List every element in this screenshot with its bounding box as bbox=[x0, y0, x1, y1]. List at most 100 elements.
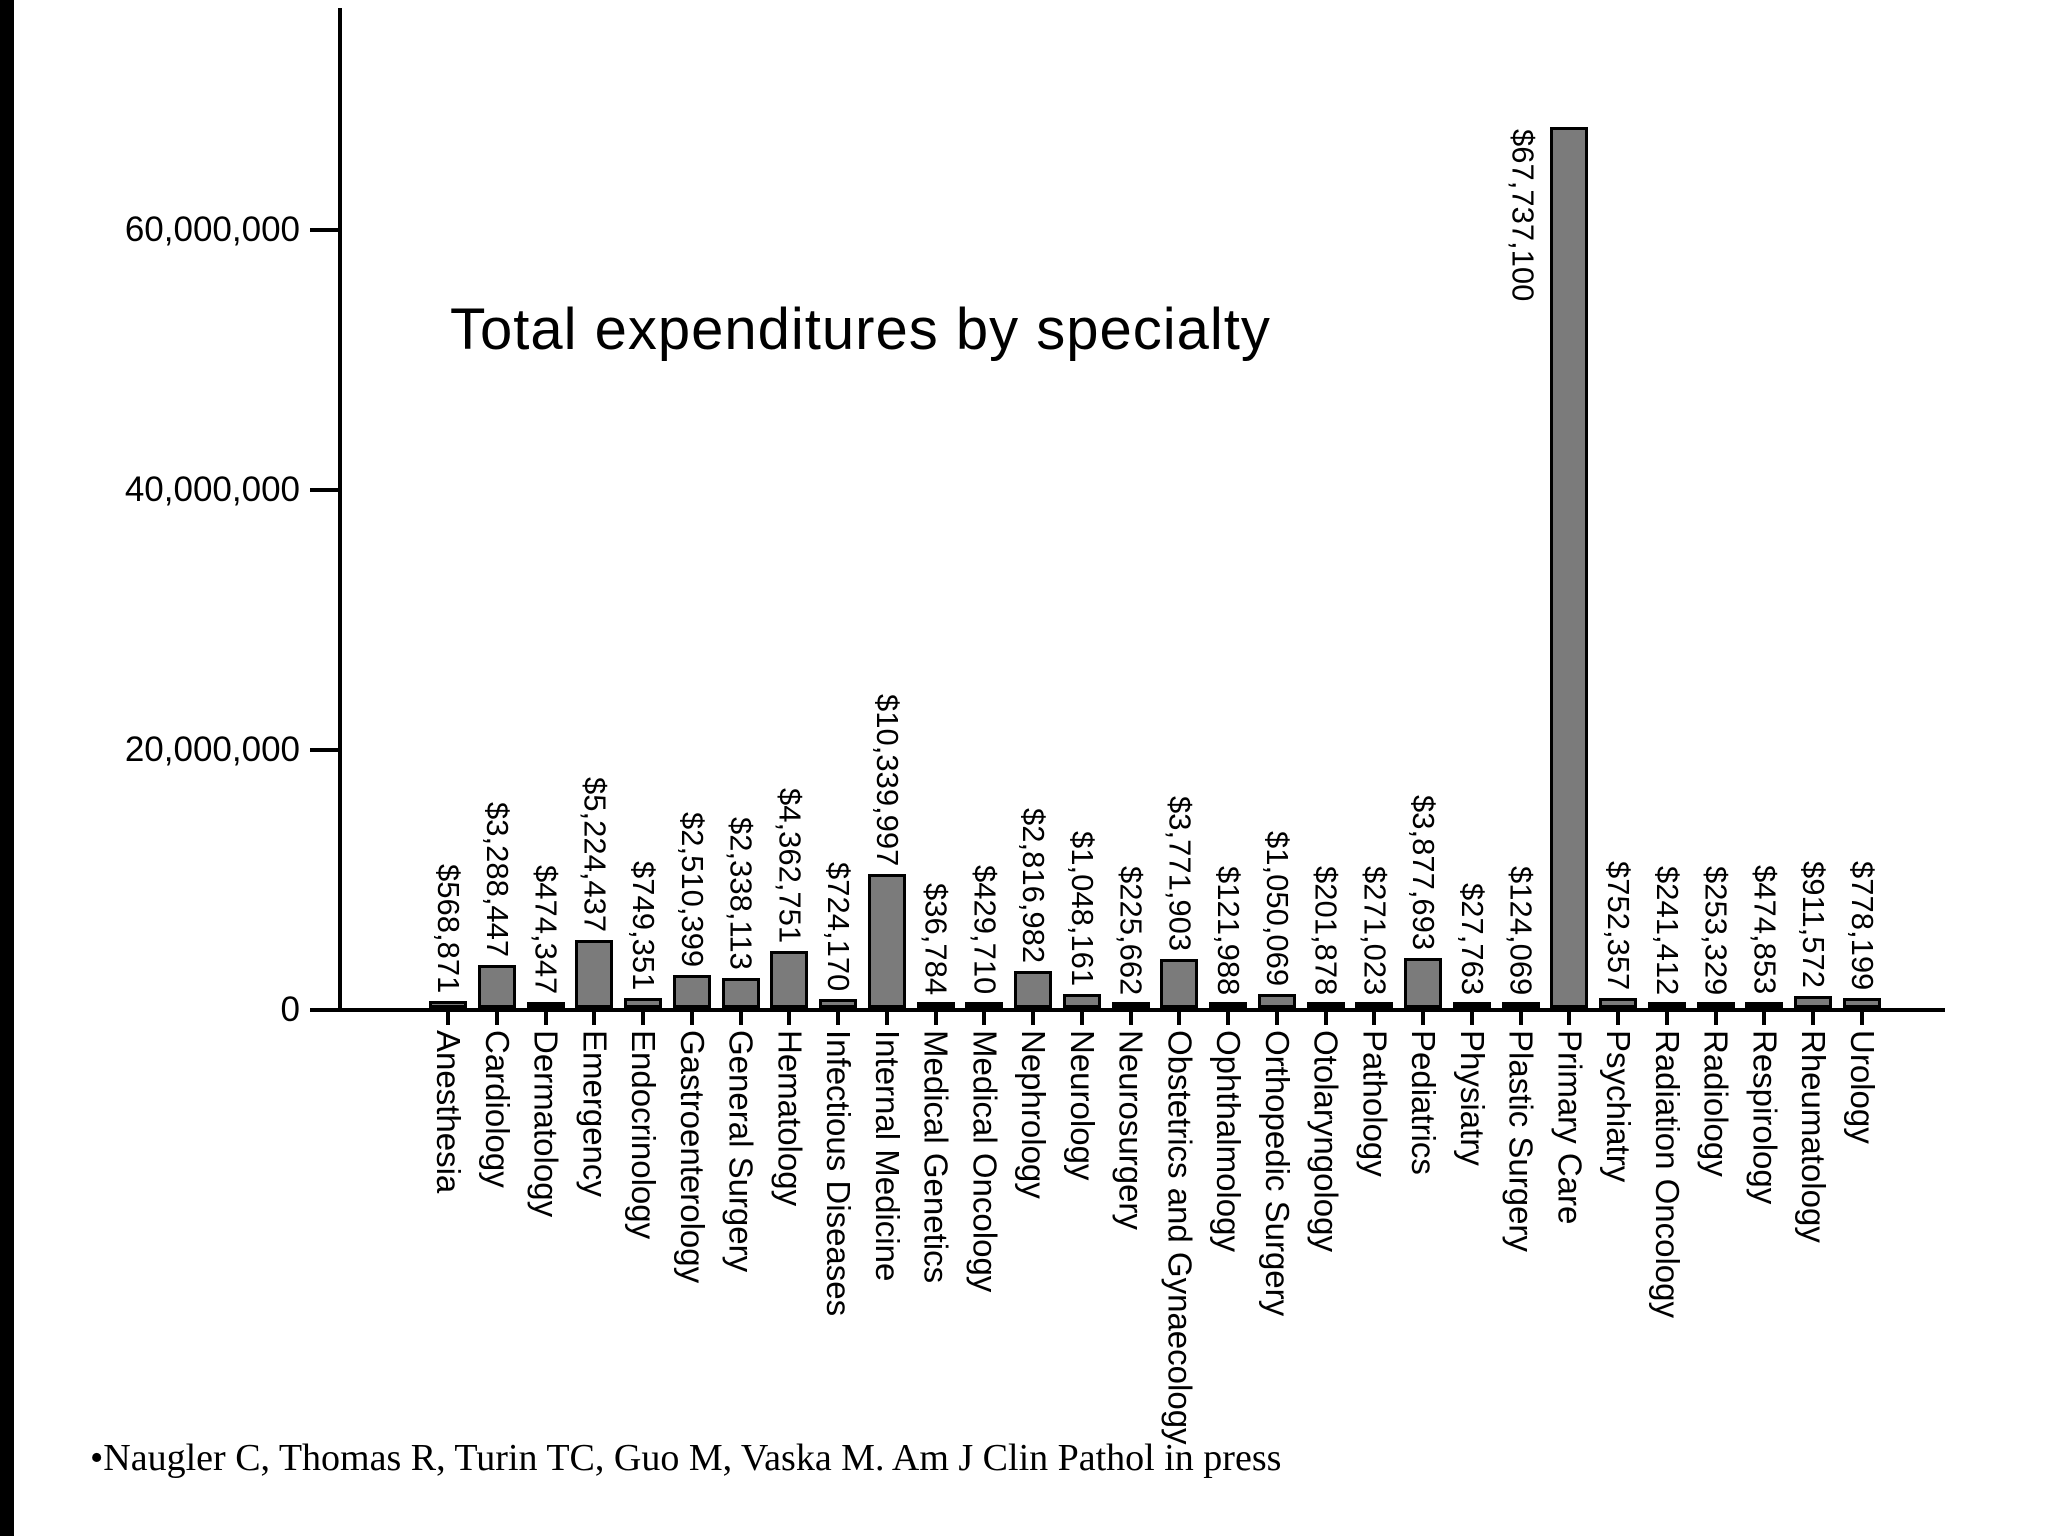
y-axis-tick-label: 60,000,000 bbox=[124, 210, 300, 249]
category-label: Dermatology bbox=[527, 1030, 565, 1218]
bar-value-label: $2,510,399 bbox=[674, 811, 710, 967]
category-label: Psychiatry bbox=[1600, 1030, 1637, 1183]
y-axis-tick-label: 0 bbox=[280, 990, 300, 1029]
category-label: Radiology bbox=[1697, 1030, 1735, 1177]
x-axis-tick bbox=[543, 1012, 548, 1025]
x-axis-tick bbox=[1616, 1012, 1620, 1025]
category-label: Respirology bbox=[1746, 1030, 1784, 1205]
bar bbox=[1111, 1002, 1150, 1008]
bar-value-label: $3,771,903 bbox=[1162, 795, 1198, 951]
bar bbox=[1452, 1002, 1491, 1008]
chart-title: Total expenditures by specialty bbox=[450, 297, 1271, 362]
bar bbox=[1745, 1002, 1784, 1008]
bar bbox=[1696, 1002, 1735, 1008]
bar-value-label: $474,347 bbox=[528, 864, 564, 994]
x-axis-tick bbox=[884, 1012, 889, 1025]
bar bbox=[916, 1002, 955, 1008]
category-label: Emergency bbox=[576, 1030, 614, 1197]
x-axis-tick bbox=[1031, 1012, 1035, 1025]
bar bbox=[1014, 971, 1052, 1008]
citation-text: •Naugler C, Thomas R, Turin TC, Guo M, V… bbox=[90, 1437, 1282, 1479]
y-axis-tick-label: 20,000,000 bbox=[124, 730, 300, 769]
bar-value-label: $1,050,069 bbox=[1259, 830, 1295, 986]
category-label: Orthopedic Surgery bbox=[1258, 1030, 1296, 1317]
bar bbox=[1355, 1002, 1394, 1008]
category-label: Physiatry bbox=[1453, 1030, 1491, 1166]
x-axis-tick bbox=[1226, 1012, 1230, 1025]
bar-value-label: $253,329 bbox=[1698, 865, 1734, 995]
bar bbox=[1501, 1002, 1540, 1008]
x-axis-tick bbox=[1567, 1012, 1572, 1025]
category-label: Ophthalmology bbox=[1210, 1030, 1247, 1252]
x-axis-tick bbox=[641, 1012, 645, 1025]
x-axis-tick bbox=[1762, 1012, 1767, 1025]
category-label: Otolaryngology bbox=[1307, 1030, 1345, 1252]
category-label: Pathology bbox=[1356, 1030, 1394, 1177]
category-label: Medical Oncology bbox=[966, 1030, 1004, 1293]
x-axis-line bbox=[338, 1008, 1945, 1012]
bar bbox=[1647, 1002, 1686, 1008]
x-axis-tick bbox=[1859, 1012, 1864, 1025]
category-label: Hematology bbox=[771, 1030, 809, 1207]
category-label: Nephrology bbox=[1015, 1030, 1052, 1199]
bar-value-label: $778,199 bbox=[1844, 860, 1880, 990]
bar bbox=[624, 998, 662, 1008]
category-label: General Surgery bbox=[722, 1030, 760, 1273]
bar bbox=[770, 951, 809, 1008]
category-label: Pediatrics bbox=[1405, 1030, 1442, 1175]
category-label: Radiation Oncology bbox=[1648, 1030, 1686, 1319]
category-label: Obstetrics and Gynaecology bbox=[1161, 1030, 1199, 1445]
bar bbox=[1257, 994, 1296, 1008]
category-label: Anesthesia bbox=[430, 1030, 467, 1194]
bar bbox=[429, 1001, 467, 1008]
bar bbox=[1306, 1002, 1345, 1008]
category-label: Gastroenterology bbox=[673, 1030, 711, 1284]
x-axis-tick bbox=[1323, 1012, 1328, 1025]
category-label: Endocrinology bbox=[625, 1030, 662, 1240]
bar bbox=[867, 874, 906, 1008]
bar bbox=[1599, 998, 1637, 1008]
bar-value-label: $724,170 bbox=[821, 861, 856, 991]
category-label: Rheumatology bbox=[1795, 1030, 1832, 1243]
bar bbox=[1404, 958, 1442, 1008]
bar-value-label: $10,339,997 bbox=[869, 693, 905, 866]
bar bbox=[965, 1002, 1004, 1008]
bar-value-label: $225,662 bbox=[1113, 865, 1149, 995]
category-label: Neurology bbox=[1063, 1030, 1101, 1181]
x-axis-tick bbox=[1469, 1012, 1474, 1025]
category-label: Plastic Surgery bbox=[1502, 1030, 1540, 1252]
y-axis-tick bbox=[310, 488, 338, 492]
x-axis-tick bbox=[836, 1012, 840, 1025]
bar-value-label: $271,023 bbox=[1357, 865, 1393, 995]
bar-value-label: $749,351 bbox=[626, 860, 661, 990]
y-axis-line bbox=[338, 8, 342, 1012]
category-label: Medical Genetics bbox=[917, 1030, 955, 1284]
x-axis-tick bbox=[1421, 1012, 1425, 1025]
x-axis-tick bbox=[982, 1012, 987, 1025]
bar-value-label: $67,737,100 bbox=[1505, 129, 1541, 302]
y-axis-tick bbox=[310, 228, 338, 232]
bar-value-label: $5,224,437 bbox=[577, 776, 613, 932]
bar bbox=[1794, 996, 1832, 1008]
x-axis-tick bbox=[494, 1012, 499, 1025]
slide-edge-stripe bbox=[0, 0, 14, 1536]
y-axis-tick bbox=[310, 748, 338, 752]
x-axis-tick bbox=[446, 1012, 450, 1025]
bar bbox=[721, 978, 760, 1008]
bar bbox=[575, 940, 614, 1008]
x-axis-tick bbox=[1372, 1012, 1377, 1025]
bar-value-label: $124,069 bbox=[1503, 865, 1539, 995]
x-axis-tick bbox=[787, 1012, 792, 1025]
bar-value-label: $4,362,751 bbox=[772, 787, 808, 943]
x-axis-tick bbox=[1128, 1012, 1133, 1025]
category-label: Internal Medicine bbox=[868, 1030, 906, 1282]
bar bbox=[672, 975, 711, 1008]
y-axis-tick-label: 40,000,000 bbox=[124, 470, 300, 509]
x-axis-tick bbox=[592, 1012, 597, 1025]
bar-value-label: $201,878 bbox=[1308, 865, 1344, 995]
category-label: Primary Care bbox=[1551, 1030, 1589, 1225]
y-axis-tick bbox=[310, 1008, 338, 1012]
category-label: Infectious Diseases bbox=[820, 1030, 857, 1317]
bar bbox=[526, 1002, 565, 1008]
bar bbox=[1062, 994, 1101, 1008]
